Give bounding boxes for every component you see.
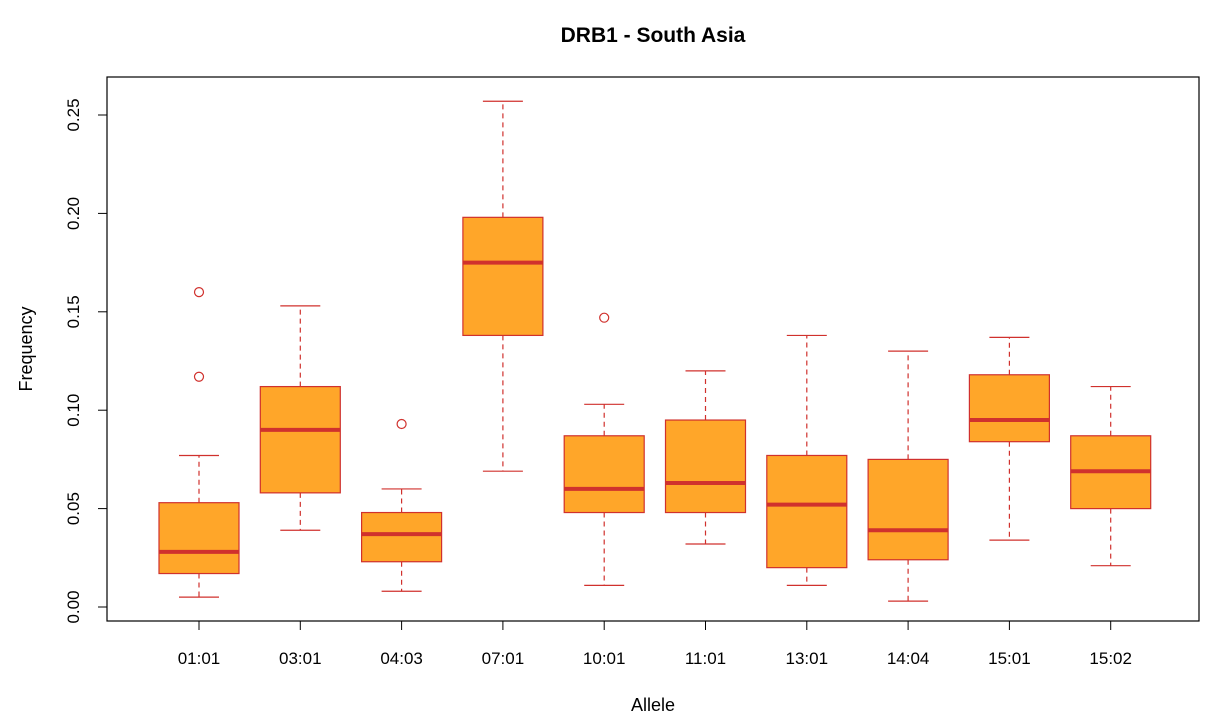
x-axis-label: Allele [631, 695, 675, 715]
box-body [766, 454, 848, 569]
box-body [462, 216, 544, 337]
box-03-01 [259, 305, 341, 531]
box-14-04 [867, 350, 949, 602]
y-axis: 0.00 0.05 0.10 0.15 0.20 0.25 [64, 98, 108, 624]
x-tick-label: 01:01 [178, 649, 221, 668]
x-tick-label: 11:01 [685, 649, 726, 668]
x-axis: 01:01 03:01 04:03 07:01 10:01 11:01 13:01 14:04… [178, 620, 1132, 668]
box-body [158, 502, 240, 575]
x-tick-label: 04:03 [380, 649, 423, 668]
plot-frame [106, 76, 1200, 622]
box-body [361, 511, 443, 563]
box-15-01 [968, 336, 1051, 541]
x-tick-label: 15:01 [988, 649, 1031, 668]
box-04-03 [361, 418, 443, 592]
chart-title: DRB1 - South Asia [561, 24, 746, 47]
box-15-02 [1070, 385, 1152, 567]
outlier-point [396, 418, 407, 430]
box-body [664, 419, 747, 514]
x-tick-label: 15:02 [1089, 649, 1132, 668]
box-01-01 [158, 287, 240, 598]
box-10-01 [563, 312, 645, 586]
y-tick-label: 0.20 [64, 197, 83, 230]
box-07-01 [462, 100, 544, 472]
x-tick-label: 07:01 [482, 649, 525, 668]
y-tick-label: 0.10 [64, 394, 83, 427]
box-body [968, 374, 1051, 443]
box-body [867, 458, 949, 561]
box-body [563, 435, 645, 514]
y-tick-label: 0.25 [64, 98, 83, 131]
y-tick-label: 0.05 [64, 492, 83, 525]
x-tick-label: 03:01 [279, 649, 322, 668]
x-tick-label: 10:01 [583, 649, 626, 668]
box-13-01 [766, 334, 848, 586]
outlier-point [193, 371, 205, 382]
boxes-layer [158, 100, 1152, 602]
y-tick-label: 0.00 [64, 590, 83, 623]
x-tick-label: 14:04 [887, 649, 930, 668]
x-tick-label: 13:01 [786, 649, 829, 668]
y-tick-label: 0.15 [64, 295, 83, 328]
y-axis-label: Frequency [16, 306, 36, 391]
outlier-point [193, 287, 205, 298]
box-body [259, 385, 341, 494]
outlier-point [599, 312, 610, 323]
box-11-01 [664, 370, 747, 545]
